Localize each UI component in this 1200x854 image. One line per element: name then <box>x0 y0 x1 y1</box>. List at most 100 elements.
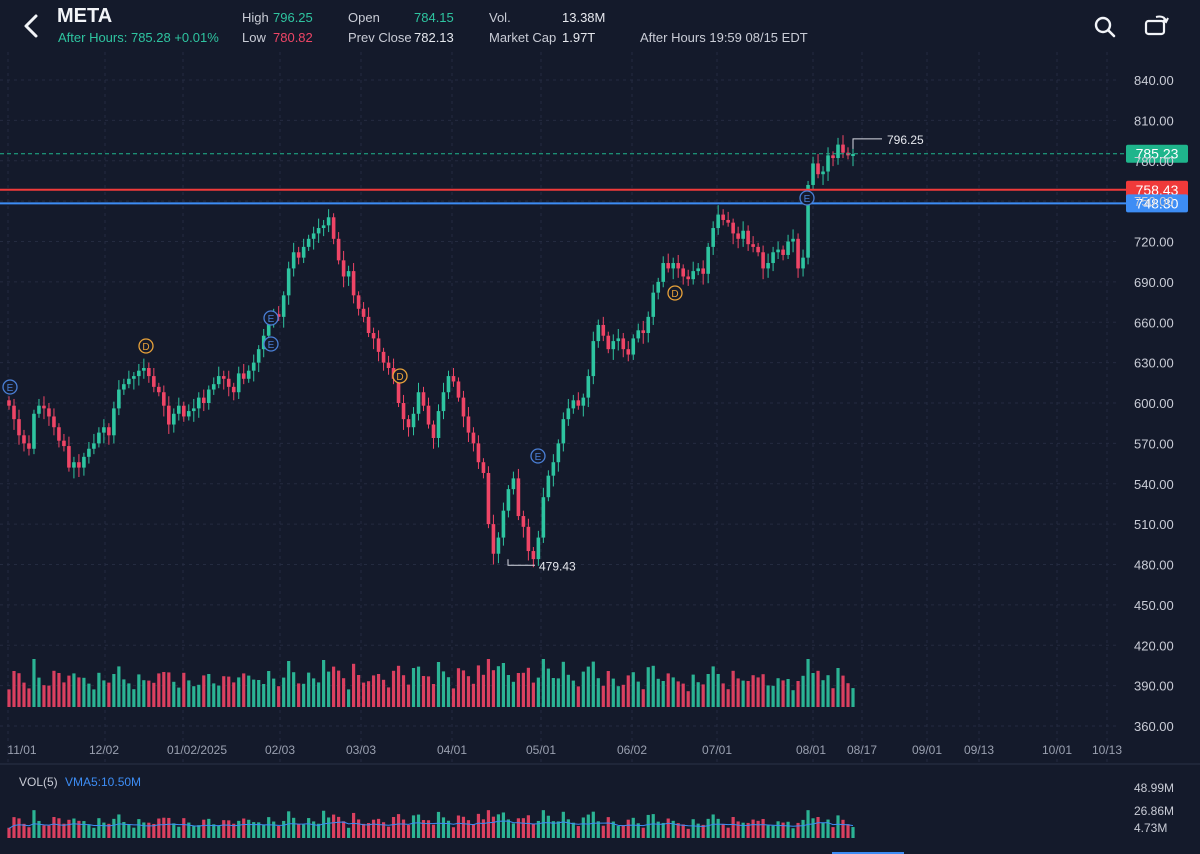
volume-bar-lower <box>376 818 381 838</box>
volume-bar-lower <box>327 817 331 838</box>
volume-bar-lower <box>701 824 705 838</box>
volume-bar <box>451 688 456 707</box>
volume-bar <box>242 673 246 707</box>
volume-bar <box>746 681 750 707</box>
volume-bar-lower <box>686 828 690 838</box>
candle-body <box>241 373 246 379</box>
volume-bar-lower <box>486 810 491 838</box>
volume-bar <box>556 678 560 707</box>
candle-body <box>37 405 41 414</box>
candle-body <box>246 370 251 379</box>
candle-body <box>561 419 566 444</box>
volume-bar <box>481 674 486 707</box>
price-tick-label: 570.00 <box>1134 436 1174 451</box>
event-marker-letter: E <box>7 383 14 394</box>
volume-bar <box>147 680 151 707</box>
volume-bar-lower <box>766 825 770 838</box>
volume-bar-lower <box>451 827 456 838</box>
volume-bar <box>676 681 680 707</box>
volume-bar-lower <box>771 825 775 838</box>
volume-bar <box>586 666 590 707</box>
volume-bar <box>386 687 391 707</box>
candle-body <box>42 405 46 409</box>
volume-bar-lower <box>591 811 595 838</box>
volume-bar-lower <box>606 817 610 838</box>
chevron-left-icon[interactable] <box>14 8 44 44</box>
volume-bar <box>651 665 655 707</box>
candle-body <box>451 376 456 382</box>
candle-body <box>666 263 671 269</box>
candle-body <box>641 330 646 334</box>
dividend-marker <box>138 338 154 354</box>
volume-bar-lower <box>616 825 620 838</box>
volume-bar <box>182 672 186 707</box>
volume-bar-lower <box>202 819 206 838</box>
volume-bar-lower <box>676 823 680 838</box>
candle-body <box>421 392 426 406</box>
volume-bar-lower <box>142 822 146 838</box>
price-tick-label: 690.00 <box>1134 275 1174 290</box>
volume-bar-lower <box>621 825 625 838</box>
candle-body <box>746 230 750 245</box>
volume-bar <box>7 689 11 707</box>
market-cap-label: Market Cap <box>489 30 557 45</box>
candle-body <box>176 405 181 414</box>
candle-body <box>112 408 116 436</box>
volume-bar <box>411 668 416 707</box>
candle-body <box>506 489 511 511</box>
volume-bar <box>851 688 855 707</box>
volume-bar <box>317 682 321 707</box>
candle-body <box>776 249 780 253</box>
volume-bar <box>421 676 426 707</box>
volume-bar-lower <box>192 825 196 838</box>
candle-body <box>821 171 825 175</box>
volume-bar-lower <box>217 825 221 838</box>
candle-body <box>581 397 586 406</box>
volume-bar-lower <box>791 828 795 838</box>
candle-body <box>17 419 21 436</box>
volume-bar <box>292 672 296 707</box>
candle-body <box>87 448 91 457</box>
search-icon[interactable] <box>1092 14 1118 40</box>
volume-bar-lower <box>207 818 211 838</box>
event-marker-letter: D <box>671 289 678 300</box>
volume-bar <box>302 683 306 707</box>
volume-bar-lower <box>152 823 156 838</box>
volume-bar <box>391 670 396 707</box>
candle-body <box>651 292 656 317</box>
candle-body <box>791 238 795 242</box>
volume-bar <box>611 678 615 707</box>
volume-bar <box>721 683 725 707</box>
volume-bar-lower <box>826 819 830 838</box>
volume-bar <box>77 677 81 707</box>
volume-bar-lower <box>267 817 271 838</box>
volume-bar-lower <box>87 824 91 838</box>
date-tick-label: 08/17 <box>847 743 877 757</box>
volume-bar <box>436 662 441 707</box>
candle-body <box>586 376 591 398</box>
date-tick-label: 08/01 <box>796 743 826 757</box>
candle-body <box>366 316 371 334</box>
volume-bar-lower <box>731 817 735 838</box>
volume-bar <box>346 689 351 707</box>
volume-bar <box>297 683 301 707</box>
rotate-screen-icon[interactable] <box>1142 12 1172 40</box>
candle-body <box>576 400 581 406</box>
volume-bar <box>177 687 181 707</box>
volume-bar <box>152 682 156 707</box>
volume-label: Vol. <box>489 10 511 25</box>
candle-body <box>67 446 71 468</box>
candle-body <box>596 324 601 342</box>
candle-body <box>356 295 361 309</box>
volume-bar-lower <box>816 817 820 838</box>
candle-body <box>331 217 336 239</box>
volume-tick-label: 4.73M <box>1134 821 1167 835</box>
volume-bar-lower <box>356 819 361 838</box>
volume-bar-lower <box>52 817 56 838</box>
volume-bar <box>801 675 805 707</box>
volume-bar-lower <box>736 821 740 838</box>
candle-body <box>201 397 206 403</box>
volume-bar <box>546 668 550 707</box>
candle-body <box>152 376 156 387</box>
